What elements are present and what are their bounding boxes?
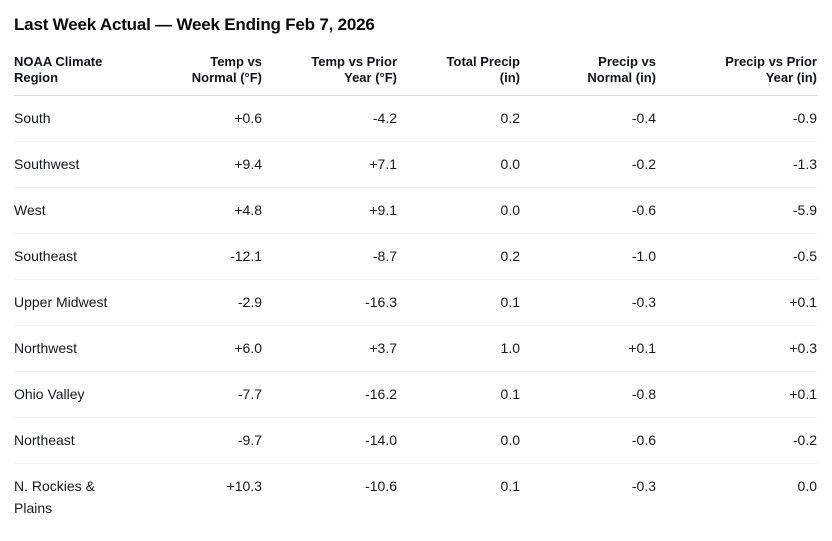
page-title: Last Week Actual — Week Ending Feb 7, 20…: [14, 15, 375, 34]
value-cell: -10.6: [365, 478, 397, 494]
value-cell: +0.3: [656, 325, 817, 372]
value-cell: -16.2: [262, 371, 397, 418]
table-header: NOAA Climate Region Temp vs Normal (°F) …: [14, 54, 817, 96]
value-cell: +3.7: [262, 325, 397, 372]
value-cell: -14.0: [262, 417, 397, 464]
table-row-northeast: Northeast -9.7 -14.0 0.0 -0.6 -0.2: [14, 417, 817, 464]
value-cell: 0.2: [397, 233, 520, 280]
region-cell: South: [14, 95, 124, 142]
value-cell: -9.7: [124, 417, 262, 464]
value-cell: +7.1: [262, 141, 397, 188]
region-cell: Northeast: [14, 417, 124, 464]
value-cell: -8.7: [262, 233, 397, 280]
value-cell: 0.1: [397, 279, 520, 326]
value-cell: +9.4: [124, 141, 262, 188]
region-cell: Southeast: [14, 233, 124, 280]
value-cell: -0.6: [520, 187, 656, 234]
column-header-temp-vs-prior-year: Temp vs Prior Year (°F): [262, 54, 397, 96]
value-cell: +0.6: [124, 95, 262, 142]
value-cell: +10.3: [226, 478, 262, 494]
table-row-southwest: Southwest +9.4 +7.1 0.0 -0.2 -1.3: [14, 141, 817, 188]
value-cell: -2.9: [124, 279, 262, 326]
value-cell: -0.2: [520, 141, 656, 188]
value-cell: -4.2: [262, 95, 397, 142]
region-cell: Southwest: [14, 141, 124, 188]
table-row-n-rockies-plains: N. Rockies & Plains +10.3 -10.6 0.1 -0.3…: [14, 464, 817, 532]
column-header-precip-vs-prior-year: Precip vs Prior Year (in): [656, 54, 817, 96]
value-cell: -1.3: [656, 141, 817, 188]
region-cell: Northwest: [14, 325, 124, 372]
table-row-ohio-valley: Ohio Valley -7.7 -16.2 0.1 -0.8 +0.1: [14, 371, 817, 418]
table-row-northwest: Northwest +6.0 +3.7 1.0 +0.1 +0.3: [14, 325, 817, 372]
value-cell: 0.0: [397, 417, 520, 464]
table-row-south: South +0.6 -4.2 0.2 -0.4 -0.9: [14, 95, 817, 142]
region-cell: N. Rockies & Plains: [14, 478, 95, 516]
value-cell: 0.2: [397, 95, 520, 142]
column-header-total-precip: Total Precip (in): [397, 54, 520, 96]
value-cell: -0.4: [520, 95, 656, 142]
value-cell: -0.8: [520, 371, 656, 418]
region-cell: Ohio Valley: [14, 371, 124, 418]
value-cell: 0.1: [397, 371, 520, 418]
value-cell: 0.1: [500, 478, 520, 494]
value-cell: -0.9: [656, 95, 817, 142]
table-row-southeast: Southeast -12.1 -8.7 0.2 -1.0 -0.5: [14, 233, 817, 280]
value-cell: -0.6: [520, 417, 656, 464]
value-cell: -0.5: [656, 233, 817, 280]
value-cell: 0.0: [397, 141, 520, 188]
value-cell: 1.0: [397, 325, 520, 372]
value-cell: -1.0: [520, 233, 656, 280]
value-cell: +0.1: [520, 325, 656, 372]
value-cell: -5.9: [656, 187, 817, 234]
value-cell: -0.2: [656, 417, 817, 464]
value-cell: -0.3: [631, 478, 656, 494]
table-body: South +0.6 -4.2 0.2 -0.4 -0.9 Southwest …: [14, 95, 817, 532]
column-header-region: NOAA Climate Region: [14, 54, 124, 96]
table-row-upper-midwest: Upper Midwest -2.9 -16.3 0.1 -0.3 +0.1: [14, 279, 817, 326]
region-cell: Upper Midwest: [14, 279, 124, 326]
header-row: NOAA Climate Region Temp vs Normal (°F) …: [14, 54, 817, 96]
value-cell: 0.0: [397, 187, 520, 234]
value-cell: -16.3: [262, 279, 397, 326]
value-cell: -7.7: [124, 371, 262, 418]
value-cell: +0.1: [656, 371, 817, 418]
value-cell: +9.1: [262, 187, 397, 234]
value-cell: +6.0: [124, 325, 262, 372]
value-cell: -0.3: [520, 279, 656, 326]
table-row-west: West +4.8 +9.1 0.0 -0.6 -5.9: [14, 187, 817, 234]
value-cell: 0.0: [797, 478, 817, 494]
value-cell: -12.1: [124, 233, 262, 280]
region-cell: West: [14, 187, 124, 234]
value-cell: +4.8: [124, 187, 262, 234]
column-header-temp-vs-normal: Temp vs Normal (°F): [124, 54, 262, 96]
column-header-precip-vs-normal: Precip vs Normal (in): [520, 54, 656, 96]
climate-region-table: NOAA Climate Region Temp vs Normal (°F) …: [14, 54, 817, 531]
value-cell: +0.1: [656, 279, 817, 326]
